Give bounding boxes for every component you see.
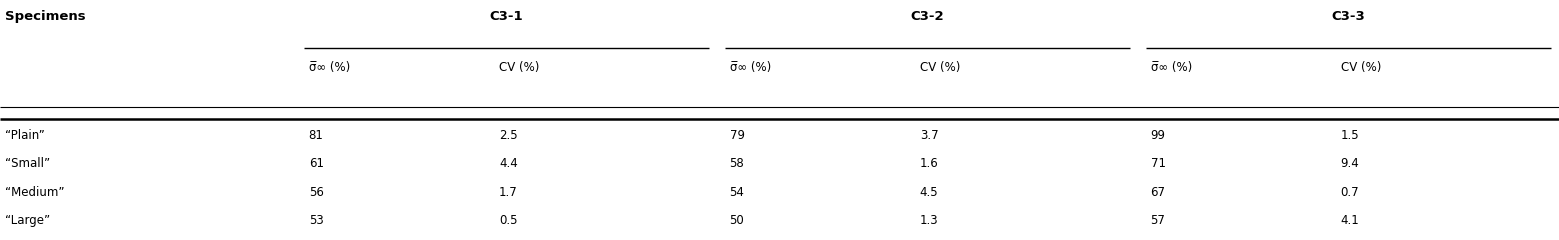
Text: 54: 54 xyxy=(730,186,745,199)
Text: CV (%): CV (%) xyxy=(499,61,539,74)
Text: 50: 50 xyxy=(730,214,744,227)
Text: 1.7: 1.7 xyxy=(499,186,518,199)
Text: C3-3: C3-3 xyxy=(1331,10,1366,23)
Text: σ̅∞ (%): σ̅∞ (%) xyxy=(730,61,770,74)
Text: 53: 53 xyxy=(309,214,323,227)
Text: 56: 56 xyxy=(309,186,324,199)
Text: 3.7: 3.7 xyxy=(920,129,939,142)
Text: “Large”: “Large” xyxy=(5,214,50,227)
Text: 9.4: 9.4 xyxy=(1341,157,1359,170)
Text: 71: 71 xyxy=(1151,157,1166,170)
Text: 4.4: 4.4 xyxy=(499,157,518,170)
Text: 2.5: 2.5 xyxy=(499,129,518,142)
Text: 0.7: 0.7 xyxy=(1341,186,1359,199)
Text: σ̅∞ (%): σ̅∞ (%) xyxy=(1151,61,1191,74)
Text: 67: 67 xyxy=(1151,186,1166,199)
Text: “Medium”: “Medium” xyxy=(5,186,64,199)
Text: 0.5: 0.5 xyxy=(499,214,518,227)
Text: 81: 81 xyxy=(309,129,324,142)
Text: 79: 79 xyxy=(730,129,745,142)
Text: 1.6: 1.6 xyxy=(920,157,939,170)
Text: 99: 99 xyxy=(1151,129,1166,142)
Text: 58: 58 xyxy=(730,157,744,170)
Text: “Small”: “Small” xyxy=(5,157,50,170)
Text: 1.3: 1.3 xyxy=(920,214,939,227)
Text: 57: 57 xyxy=(1151,214,1166,227)
Text: σ̅∞ (%): σ̅∞ (%) xyxy=(309,61,349,74)
Text: C3-2: C3-2 xyxy=(910,10,945,23)
Text: 1.5: 1.5 xyxy=(1341,129,1359,142)
Text: 4.1: 4.1 xyxy=(1341,214,1359,227)
Text: Specimens: Specimens xyxy=(5,10,86,23)
Text: CV (%): CV (%) xyxy=(1341,61,1381,74)
Text: 4.5: 4.5 xyxy=(920,186,939,199)
Text: “Plain”: “Plain” xyxy=(5,129,44,142)
Text: 61: 61 xyxy=(309,157,324,170)
Text: C3-1: C3-1 xyxy=(490,10,524,23)
Text: CV (%): CV (%) xyxy=(920,61,960,74)
